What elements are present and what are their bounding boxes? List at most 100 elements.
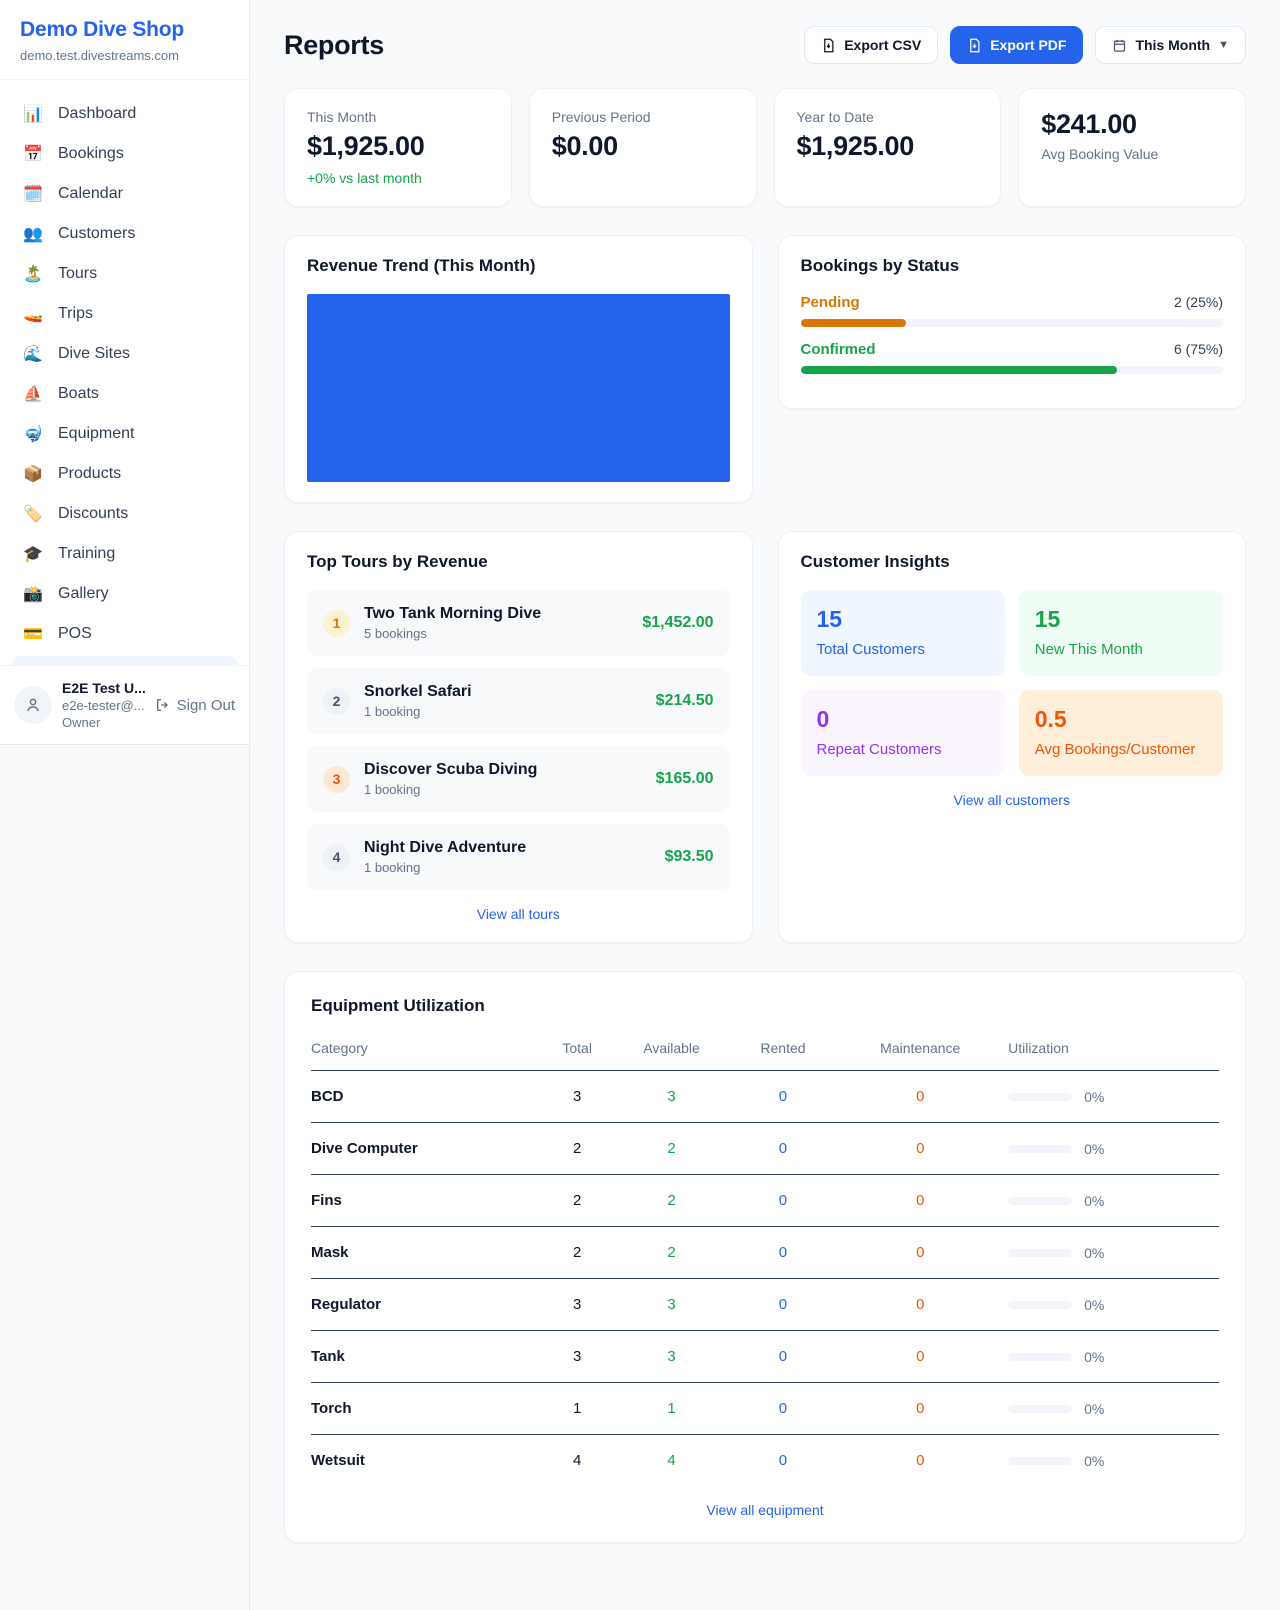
sidebar-item-dive-sites[interactable]: 🌊 Dive Sites [12,334,237,374]
sidebar-item-label: Customers [58,225,136,242]
insight-tile-avg-bookings: 0.5 Avg Bookings/Customer [1018,690,1223,776]
stats-row: This Month $1,925.00 +0% vs last month P… [284,88,1246,207]
cell-total: 3 [544,1070,610,1123]
cell-utilization: 0% [1008,1435,1219,1487]
stat-value: $0.00 [551,131,618,161]
cell-utilization: 0% [1008,1226,1219,1279]
sidebar-item-tours[interactable]: 🏝️ Tours [12,254,237,294]
tour-info: Night Dive Adventure 1 booking [364,839,526,875]
utilization-wrap: 0% [1008,1453,1219,1469]
tile-value: 0.5 [1034,706,1067,732]
sidebar-item-products[interactable]: 📦 Products [12,454,237,494]
tour-row[interactable]: 4 Night Dive Adventure 1 booking $93.50 [307,824,730,890]
cell-maintenance: 0 [832,1226,1009,1279]
tile-label: Total Customers [816,641,925,658]
utilization-bar [1008,1196,1073,1205]
revenue-trend-card: Revenue Trend (This Month) [284,235,753,503]
sidebar-item-equipment[interactable]: 🤿 Equipment [12,414,237,454]
avatar [14,686,52,724]
cell-category: Fins [311,1174,545,1227]
insights-row: Top Tours by Revenue 1 Two Tank Morning D… [284,531,1246,943]
sidebar-item-label: Bookings [58,145,124,162]
camera-icon: 📸 [23,586,43,603]
sidebar-item-boats[interactable]: ⛵ Boats [12,374,237,414]
sign-out-button[interactable]: Sign Out [155,697,235,714]
insight-tile-new-this-month: 15 New This Month [1018,590,1223,676]
bar-chart-icon: 📊 [23,106,43,123]
sidebar-item-label: Dashboard [58,105,137,122]
people-icon: 👥 [23,226,43,243]
top-tours-list: 1 Two Tank Morning Dive 5 bookings $1,452.0… [307,590,730,890]
sidebar-item-partial[interactable] [12,656,237,665]
logout-icon [156,699,168,711]
sidebar: Demo Dive Shop demo.test.divestreams.com… [0,0,250,1610]
sidebar-item-trips[interactable]: 🚤 Trips [12,294,237,334]
customer-insights-card: Customer Insights 15 Total Customers 15 … [777,531,1246,943]
tour-row[interactable]: 2 Snorkel Safari 1 booking $214.50 [307,668,730,734]
revenue-trend-title: Revenue Trend (This Month) [307,256,536,275]
user-meta: E2E Test U... e2e-tester@... Owner [62,680,146,730]
package-icon: 📦 [23,466,43,483]
cell-utilization: 0% [1008,1330,1219,1383]
sidebar-item-label: Tours [58,265,98,282]
utilization-percent: 0% [1084,1452,1105,1469]
tour-info: Snorkel Safari 1 booking [364,683,472,719]
cell-category: Regulator [311,1278,545,1331]
cell-available: 2 [609,1226,734,1279]
export-csv-button[interactable]: Export CSV [804,26,939,64]
stat-value: $1,925.00 [307,131,425,161]
cell-available: 2 [609,1174,734,1227]
cell-maintenance: 0 [832,1122,1009,1175]
insight-tile-total-customers: 15 Total Customers [800,590,1005,676]
cell-maintenance: 0 [832,1070,1009,1123]
utilization-wrap: 0% [1008,1089,1219,1105]
utilization-percent: 0% [1084,1244,1105,1261]
tour-row[interactable]: 3 Discover Scuba Diving 1 booking $165.00 [307,746,730,812]
shop-name[interactable]: Demo Dive Shop [20,18,185,41]
rank-badge: 3 [323,765,350,793]
sidebar-item-calendar[interactable]: 🗓️ Calendar [12,174,237,214]
period-dropdown[interactable]: This Month ▼ [1095,26,1246,64]
export-pdf-button[interactable]: Export PDF [950,26,1084,64]
stat-value: $241.00 [1041,109,1137,139]
utilization-percent: 0% [1084,1400,1105,1417]
main-content: Reports Export CSV Export PDF This Month [250,0,1280,1583]
cell-maintenance: 0 [832,1278,1009,1331]
file-download-icon [970,38,980,52]
sidebar-item-bookings[interactable]: 📅 Bookings [12,134,237,174]
cell-maintenance: 0 [832,1382,1009,1435]
tour-row[interactable]: 1 Two Tank Morning Dive 5 bookings $1,452.0… [307,590,730,656]
status-row-confirmed: Confirmed 6 (75%) [800,341,1223,374]
sidebar-item-customers[interactable]: 👥 Customers [12,214,237,254]
sidebar-nav: 📊 Dashboard 📅 Bookings 🗓️ Calendar 👥 Customers 🏝… [0,80,249,654]
view-all-customers-link[interactable]: View all customers [953,792,1070,808]
cell-available: 3 [609,1330,734,1383]
sidebar-item-training[interactable]: 🎓 Training [12,534,237,574]
sidebar-item-dashboard[interactable]: 📊 Dashboard [12,94,237,134]
sidebar-item-label: Boats [58,385,99,402]
revenue-trend-chart [307,294,730,482]
island-icon: 🏝️ [23,266,43,283]
cell-total: 2 [544,1226,610,1279]
tour-revenue: $165.00 [655,770,714,787]
sidebar-item-pos[interactable]: 💳 POS [12,614,237,654]
view-all-equipment-link[interactable]: View all equipment [706,1502,824,1518]
utilization-percent: 0% [1084,1348,1105,1365]
tile-label: New This Month [1034,641,1143,658]
cell-utilization: 0% [1008,1174,1219,1227]
status-label: Pending [800,294,860,311]
page-header: Reports Export CSV Export PDF This Month [284,26,1246,64]
status-fill-confirmed [800,366,1118,374]
chevron-down-icon: ▼ [1218,39,1229,51]
stat-label: Previous Period [551,109,651,125]
cell-rented: 0 [733,1122,833,1175]
view-all-tours-link[interactable]: View all tours [476,906,560,922]
sidebar-item-label: Trips [58,305,93,322]
sidebar-item-discounts[interactable]: 🏷️ Discounts [12,494,237,534]
tour-revenue: $214.50 [655,692,714,709]
diving-mask-icon: 🤿 [23,426,43,443]
tour-name: Two Tank Morning Dive [364,605,542,622]
sidebar-item-gallery[interactable]: 📸 Gallery [12,574,237,614]
column-header-maintenance: Maintenance [832,1034,1009,1071]
cell-available: 1 [609,1382,734,1435]
